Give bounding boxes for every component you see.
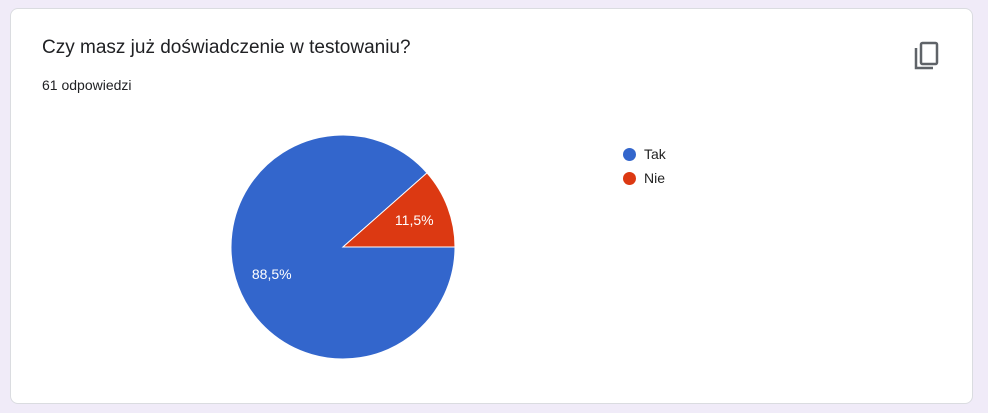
copy-icon[interactable] <box>913 40 941 72</box>
question-card: Czy masz już doświadczenie w testowaniu?… <box>10 8 973 404</box>
legend-label: Nie <box>644 170 666 186</box>
slice-label: 11,5% <box>395 212 434 228</box>
response-count: 61 odpowiedzi <box>42 77 132 93</box>
slice-label: 88,5% <box>252 266 292 282</box>
legend-label: Tak <box>644 146 666 162</box>
legend-swatch <box>623 171 636 185</box>
legend-item-nie[interactable]: Nie <box>623 166 666 190</box>
legend-swatch <box>623 147 636 161</box>
chart-legend: Tak Nie <box>623 142 666 190</box>
pie-slice-nie[interactable] <box>341 172 456 248</box>
legend-item-tak[interactable]: Tak <box>623 142 666 166</box>
question-title: Czy masz już doświadczenie w testowaniu? <box>42 37 411 58</box>
